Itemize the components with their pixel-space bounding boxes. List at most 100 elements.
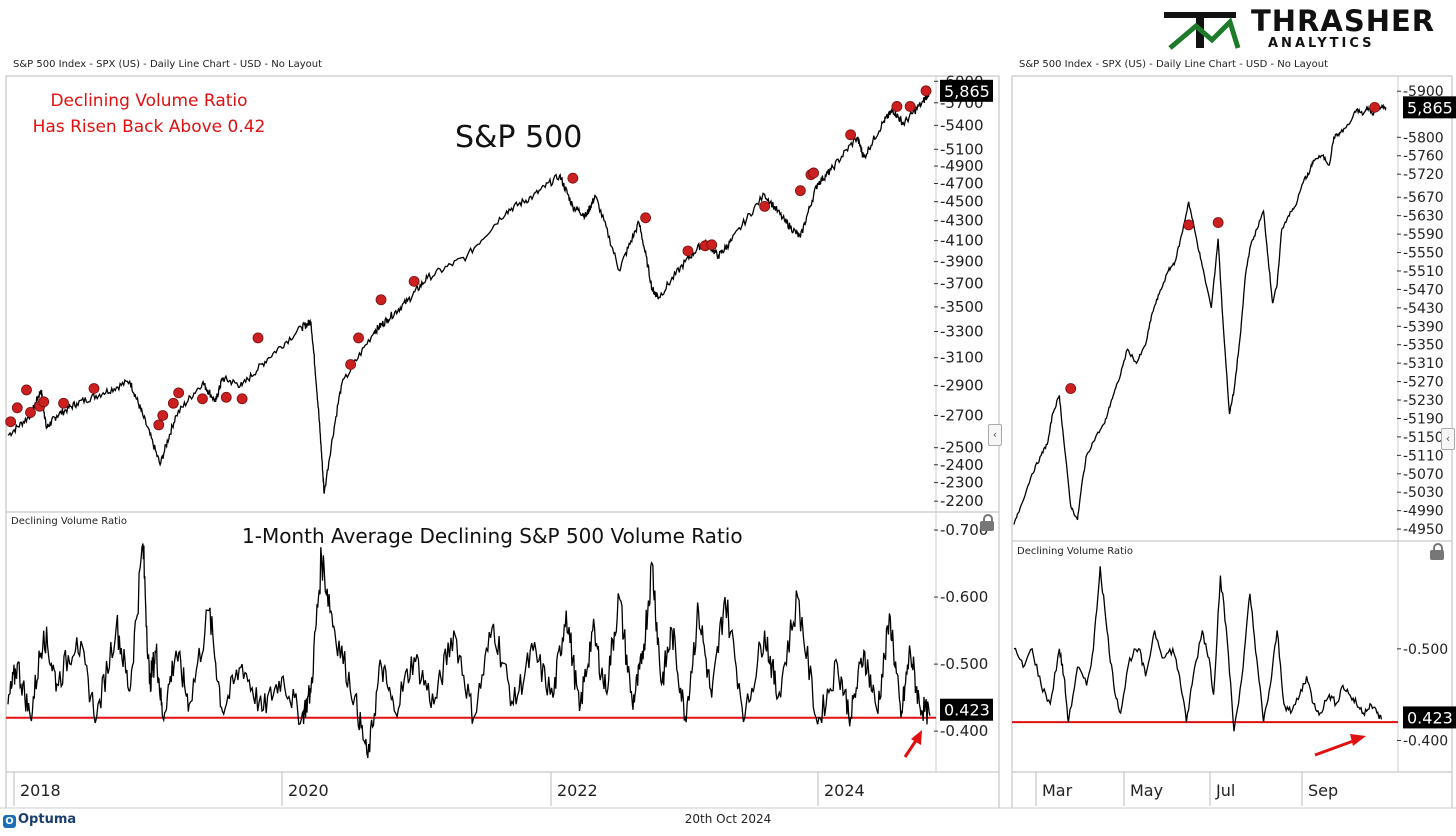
- right-collapse-handle[interactable]: ‹: [1441, 428, 1455, 450]
- right-x-xtick-label-1: May: [1130, 781, 1163, 800]
- left-price-signal-marker-14: [236, 393, 248, 405]
- right-price-ytick-label-9: -5470: [1403, 282, 1444, 298]
- left-price-signal-marker-1: [11, 402, 23, 414]
- right-price-ytick-label-13: -5310: [1403, 356, 1444, 372]
- annotation-line-1: Declining Volume Ratio: [50, 91, 248, 111]
- left-price-ytick-label-9: -3900: [940, 253, 984, 271]
- left-price-signal-marker-0: [5, 416, 17, 428]
- right-price-ytick-label-17: -5150: [1403, 430, 1444, 446]
- right-price-ytick-label-2: -5760: [1403, 149, 1444, 165]
- right-price-ytick-label-5: -5630: [1403, 209, 1444, 225]
- right-ratio-pane[interactable]: [1011, 540, 1453, 773]
- left-price-ytick-label-17: -2400: [940, 456, 984, 474]
- right-price-ytick-label-16: -5190: [1403, 411, 1444, 427]
- right-price-signal-marker-1: [1183, 219, 1195, 231]
- left-ratio-ytick-label-3: -0.400: [940, 722, 988, 740]
- right-price-pane[interactable]: [1011, 75, 1453, 542]
- ratio-chart-title: 1-Month Average Declining S&P 500 Volume…: [242, 524, 743, 548]
- right-price-ytick-label-15: -5230: [1403, 393, 1444, 409]
- left-price-ytick-label-3: -5100: [940, 140, 984, 158]
- right-price-ytick-label-8: -5510: [1403, 264, 1444, 280]
- left-price-ytick-label-4: -4900: [940, 157, 984, 175]
- left-price-signal-marker-9: [157, 410, 169, 421]
- price-chart-title: S&P 500: [455, 120, 583, 155]
- right-price-ytick-label-18: -5110: [1403, 448, 1444, 464]
- right-ratio-line: [1013, 566, 1383, 732]
- left-price-ytick-label-8: -4100: [940, 232, 984, 250]
- right-price-last-value: 5,865: [1407, 98, 1453, 117]
- left-price-ytick-label-14: -2900: [940, 377, 984, 395]
- right-price-ytick-label-4: -5670: [1403, 190, 1444, 206]
- left-lock-icon[interactable]: [980, 514, 994, 531]
- left-price-last-value-bg: [940, 79, 993, 102]
- left-price-ytick-label-16: -2500: [940, 439, 984, 457]
- right-ratio-ytick-label-0: -0.500: [1403, 642, 1448, 658]
- left-price-ytick-label-2: -5400: [940, 116, 984, 134]
- left-collapse-handle[interactable]: ‹: [988, 424, 1002, 446]
- annotation-line-2: Has Risen Back Above 0.42: [32, 117, 266, 137]
- left-x-xtick-label-1: 2020: [288, 781, 329, 800]
- left-price-signal-marker-26: [794, 185, 806, 197]
- left-price-signal-marker-2: [21, 384, 32, 396]
- right-price-ytick-label-0: -5900: [1403, 84, 1444, 100]
- logo-wordmark: THRASHER: [1251, 4, 1436, 38]
- left-price-signal-marker-11: [173, 387, 185, 399]
- left-price-signal-marker-24: [706, 239, 718, 251]
- left-price-signal-marker-30: [891, 101, 903, 112]
- left-x-xtick-label-3: 2024: [824, 781, 865, 800]
- left-price-signal-marker-15: [252, 332, 264, 344]
- left-price-ytick-label-6: -4500: [940, 193, 984, 211]
- right-x-xtick-label-2: Jul: [1215, 781, 1235, 800]
- footer-date: 20th Oct 2024: [684, 812, 772, 826]
- right-price-ytick-label-12: -5350: [1403, 338, 1444, 354]
- left-price-signal-marker-13: [220, 391, 232, 403]
- left-x-xtick-label-0: 2018: [20, 781, 61, 800]
- right-price-ytick-label-3: -5720: [1403, 167, 1444, 183]
- left-price-signal-marker-32: [920, 85, 932, 97]
- right-price-last-value-bg: [1403, 96, 1456, 119]
- left-ratio-last-value-bg: [940, 698, 993, 721]
- left-price-ytick-label-7: -4300: [940, 212, 984, 230]
- left-price-signal-marker-17: [353, 332, 364, 344]
- right-x-xtick-label-0: Mar: [1042, 781, 1073, 800]
- left-price-signal-marker-8: [153, 419, 165, 431]
- left-ratio-ytick-label-0: -0.700: [940, 521, 988, 539]
- left-price-signal-marker-18: [375, 294, 387, 306]
- right-price-ytick-label-19: -5070: [1403, 467, 1444, 483]
- right-price-signal-marker-2: [1212, 217, 1224, 228]
- left-price-ytick-label-13: -3100: [940, 349, 984, 367]
- right-ratio-ytick-label-1: -0.400: [1403, 734, 1448, 750]
- left-chart-header: S&P 500 Index - SPX (US) - Daily Line Ch…: [13, 59, 323, 70]
- right-price-ytick-label-20: -5030: [1403, 485, 1444, 501]
- optuma-logo-icon: O: [3, 815, 16, 828]
- left-red-arrow-icon: [903, 730, 922, 758]
- left-price-ytick-label-10: -3700: [940, 275, 984, 293]
- right-ratio-last-value: 0.423: [1407, 708, 1453, 727]
- right-price-ytick-label-21: -4990: [1403, 504, 1444, 520]
- left-price-signal-marker-5: [38, 396, 50, 408]
- left-ratio-line: [7, 543, 931, 759]
- left-ratio-last-value: 0.423: [944, 701, 990, 720]
- right-price-ytick-label-14: -5270: [1403, 375, 1444, 391]
- left-ratio-pane-label: Declining Volume Ratio: [11, 516, 127, 527]
- left-ratio-ytick-label-1: -0.600: [940, 588, 988, 606]
- left-price-signal-marker-21: [640, 212, 651, 224]
- footer-brand: O Optuma: [3, 812, 76, 828]
- left-price-signal-marker-28: [808, 167, 819, 179]
- logo-subtitle: ANALYTICS: [1268, 36, 1375, 51]
- right-chart-header: S&P 500 Index - SPX (US) - Daily Line Ch…: [1019, 59, 1329, 70]
- right-ratio-last-value-bg: [1403, 706, 1456, 729]
- right-price-ytick-label-22: -4950: [1403, 522, 1444, 538]
- left-price-signal-marker-16: [345, 359, 357, 370]
- right-lock-icon[interactable]: [1430, 543, 1444, 560]
- left-ratio-pane[interactable]: [5, 511, 1000, 773]
- left-price-ytick-label-12: -3300: [940, 322, 984, 340]
- left-price-ytick-label-19: -2200: [940, 492, 984, 510]
- left-price-ytick-label-18: -2300: [940, 474, 984, 492]
- right-red-arrow-icon: [1314, 734, 1366, 757]
- left-price-ytick-label-15: -2700: [940, 406, 984, 424]
- left-x-xtick-label-2: 2022: [557, 781, 598, 800]
- right-price-ytick-label-7: -5550: [1403, 246, 1444, 262]
- left-price-last-value: 5,865: [944, 82, 990, 101]
